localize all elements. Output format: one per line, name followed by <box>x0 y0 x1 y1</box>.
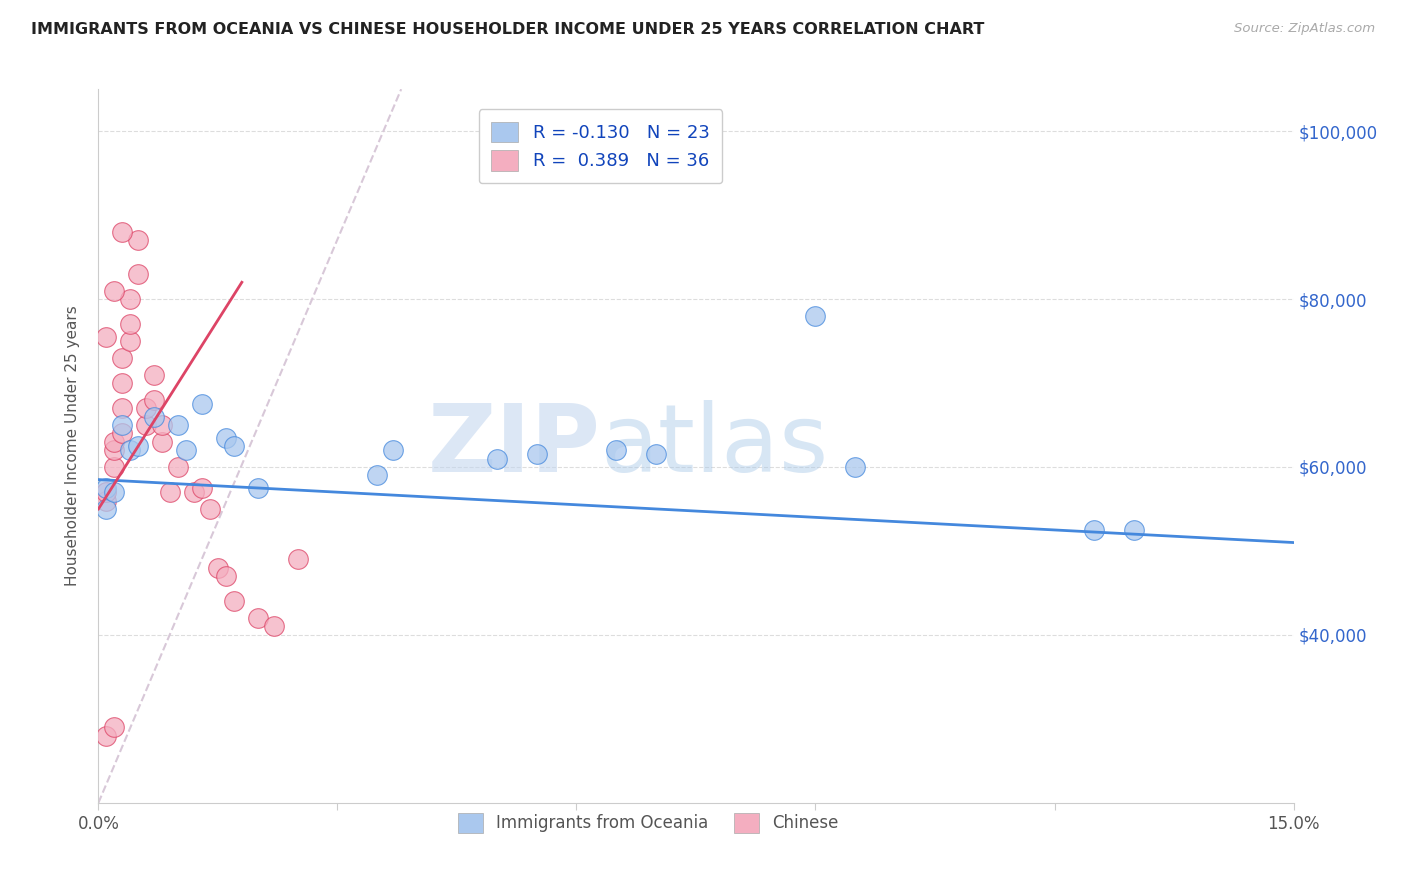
Point <box>287 552 309 566</box>
Point <box>96 330 118 344</box>
Point <box>207 560 229 574</box>
Point <box>645 447 668 461</box>
Point <box>120 318 142 332</box>
Point <box>111 225 134 239</box>
Point <box>246 481 269 495</box>
Point <box>526 447 548 461</box>
Point <box>215 569 238 583</box>
Y-axis label: Householder Income Under 25 years: Householder Income Under 25 years <box>65 306 80 586</box>
Point <box>120 334 142 348</box>
Point <box>143 392 166 407</box>
Point <box>96 493 118 508</box>
Point <box>111 351 134 365</box>
Point <box>96 485 118 500</box>
Point <box>135 417 157 432</box>
Point <box>143 368 166 382</box>
Point <box>150 434 173 449</box>
Point <box>222 439 245 453</box>
Point <box>844 460 866 475</box>
Point <box>1083 523 1105 537</box>
Point <box>183 485 205 500</box>
Point <box>382 443 405 458</box>
Point <box>111 376 134 390</box>
Point <box>366 468 388 483</box>
Point <box>127 439 149 453</box>
Point <box>174 443 197 458</box>
Point <box>120 443 142 458</box>
Point <box>103 485 125 500</box>
Point <box>150 417 173 432</box>
Point <box>96 481 118 495</box>
Point <box>103 284 125 298</box>
Point <box>159 485 181 500</box>
Point <box>103 720 125 734</box>
Point <box>103 460 125 475</box>
Point <box>135 401 157 416</box>
Point <box>111 426 134 441</box>
Legend: Immigrants from Oceania, Chinese: Immigrants from Oceania, Chinese <box>450 805 846 841</box>
Point <box>143 409 166 424</box>
Point <box>167 460 190 475</box>
Point <box>167 417 190 432</box>
Point <box>103 443 125 458</box>
Point <box>485 451 508 466</box>
Point <box>103 434 125 449</box>
Point <box>96 729 118 743</box>
Point <box>127 233 149 247</box>
Point <box>1123 523 1146 537</box>
Text: IMMIGRANTS FROM OCEANIA VS CHINESE HOUSEHOLDER INCOME UNDER 25 YEARS CORRELATION: IMMIGRANTS FROM OCEANIA VS CHINESE HOUSE… <box>31 22 984 37</box>
Text: Source: ZipAtlas.com: Source: ZipAtlas.com <box>1234 22 1375 36</box>
Point <box>263 619 285 633</box>
Point <box>605 443 627 458</box>
Point <box>191 397 214 411</box>
Text: atlas: atlas <box>600 400 828 492</box>
Point <box>246 611 269 625</box>
Point <box>120 292 142 306</box>
Text: ZIP: ZIP <box>427 400 600 492</box>
Point <box>127 267 149 281</box>
Point <box>804 309 827 323</box>
Point <box>111 417 134 432</box>
Point <box>215 431 238 445</box>
Point <box>222 594 245 608</box>
Point <box>96 502 118 516</box>
Point <box>191 481 214 495</box>
Point <box>198 502 221 516</box>
Point <box>111 401 134 416</box>
